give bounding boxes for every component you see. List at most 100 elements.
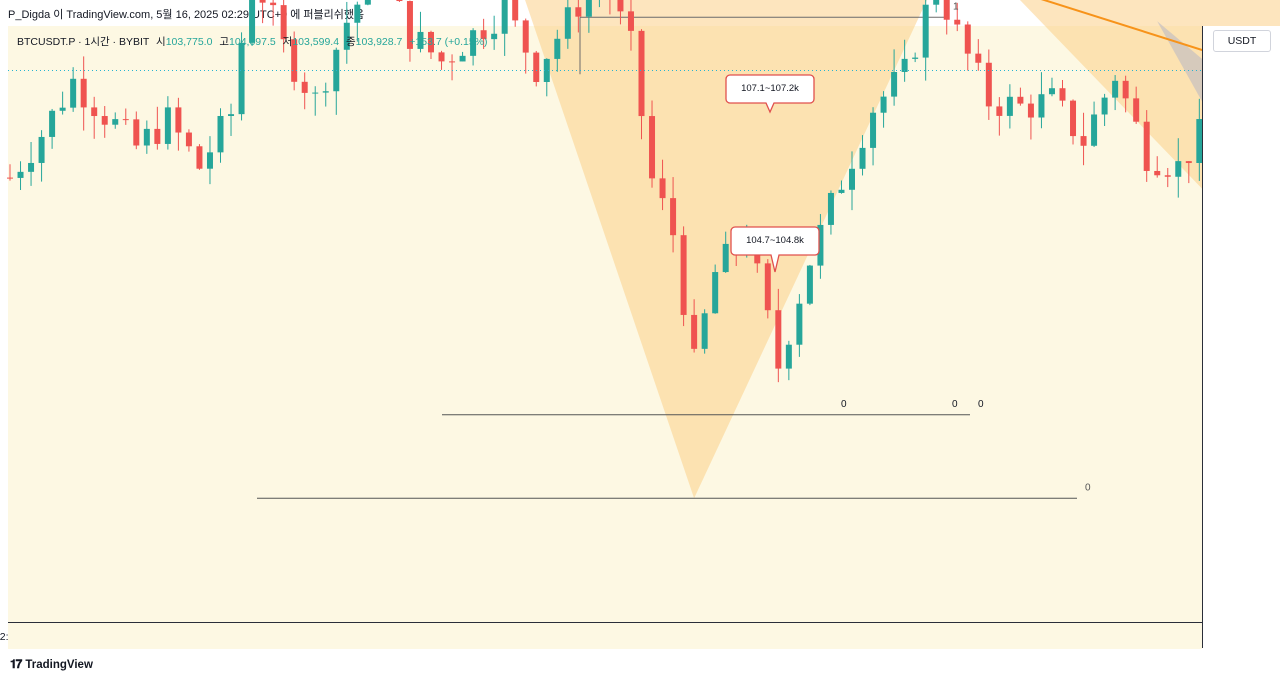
candle-down [985,62,992,107]
candle-down [101,116,108,125]
price-callout: 107.1~107.2k [725,74,815,114]
candle-up [70,78,77,108]
candle-up [28,162,35,172]
candle-down [175,107,182,133]
candle-up [712,272,719,314]
candle-up [38,136,45,163]
candle-up [859,147,866,169]
candle-up [112,119,119,125]
candle-down [670,198,677,236]
candle-down [1017,96,1024,104]
candle-up [838,189,845,193]
candle-down [259,0,266,3]
candle-down [1027,103,1034,118]
candle-down [1185,161,1192,164]
candle-up [59,107,66,111]
candle-down [91,107,98,117]
candle-down [1154,170,1161,176]
time-axis[interactable] [8,622,1202,649]
candle-down [449,61,456,63]
low-label: 저 [282,36,293,48]
close-value: 103,928.7 [355,36,403,48]
candle-up [922,4,929,58]
candle-up [1101,97,1108,115]
candle-down [522,20,529,53]
fib-zero-label: 0 [952,399,958,410]
candle-up [501,0,508,34]
candle-down [185,132,192,147]
fib-0-lower-line-label: 0 [1085,482,1091,493]
tradingview-logo[interactable]: 𝟏𝟕 TradingView [10,657,93,672]
candle-up [891,71,898,97]
publish-info: P_Digda 이 TradingView.com, 5월 16, 2025 0… [8,9,365,21]
candle-down [133,119,140,146]
candle-up [364,0,371,5]
fib-zero-label: 0 [978,399,984,410]
candle-down [638,30,645,117]
candle-up [849,168,855,190]
candle-up [1112,80,1119,98]
candle-up [1006,96,1013,116]
candle-up [1048,88,1055,95]
candle-down [649,116,656,179]
price-callout: 104.7~104.8k [730,226,820,273]
close-label: 종 [345,36,356,48]
candle-down [659,178,666,199]
candle-down [975,53,982,63]
candle-up [343,22,350,50]
price-axis[interactable]: USDT [1202,26,1280,648]
candle-up [228,114,235,116]
candle-up [17,171,24,178]
change-value: +153.7 (+0.15%) [409,36,488,48]
candle-down [533,52,540,82]
currency-selector[interactable]: USDT [1213,30,1271,52]
candle-down [428,31,434,53]
candle-up [1175,161,1182,177]
tradingview-logo-text: TradingView [25,658,93,671]
candle-up [238,42,245,115]
candle-down [438,52,445,62]
candle-down [943,0,950,20]
candle-up [701,313,708,349]
candle-down [122,119,129,121]
fib-1-lower-line-label: 1 [953,1,959,12]
candle-up [459,55,466,62]
candle-up [249,0,256,43]
open-label: 시 [156,36,166,48]
candle-up [49,110,56,137]
candle-down [301,81,308,93]
candle-down [775,310,782,369]
candle-down [291,39,298,82]
candle-down [1080,136,1087,146]
candle-down [627,11,634,31]
candle-up [217,115,224,153]
candle-up [322,91,329,93]
candle-down [764,263,771,311]
candle-up [354,4,361,23]
symbol-label: BTCUSDT.P · 1시간 · BYBIT [17,36,150,48]
candle-up [722,243,729,273]
candle-up [417,31,424,49]
candle-down [1122,80,1129,99]
candle-up [901,58,908,72]
candle-up [870,112,877,148]
candle-down [680,235,687,315]
ohlc-legend: BTCUSDT.P · 1시간 · BYBIT 시103,775.0 고104,… [17,34,488,49]
candle-up [543,58,550,82]
candle-up [554,38,561,59]
candle-down [80,78,87,108]
candle-down [1133,98,1140,122]
candle-up [806,265,813,304]
tradingview-logo-icon: 𝟏𝟕 [10,657,22,671]
candle-up [827,192,834,225]
candle-down [480,30,487,40]
candle-down [617,0,624,12]
high-label: 고 [219,36,230,48]
candle-up [785,344,792,369]
candle-up [817,224,824,266]
candle-down [1164,175,1171,177]
candle-down [691,314,698,349]
candle-down [964,24,971,54]
candle-up [143,128,150,146]
